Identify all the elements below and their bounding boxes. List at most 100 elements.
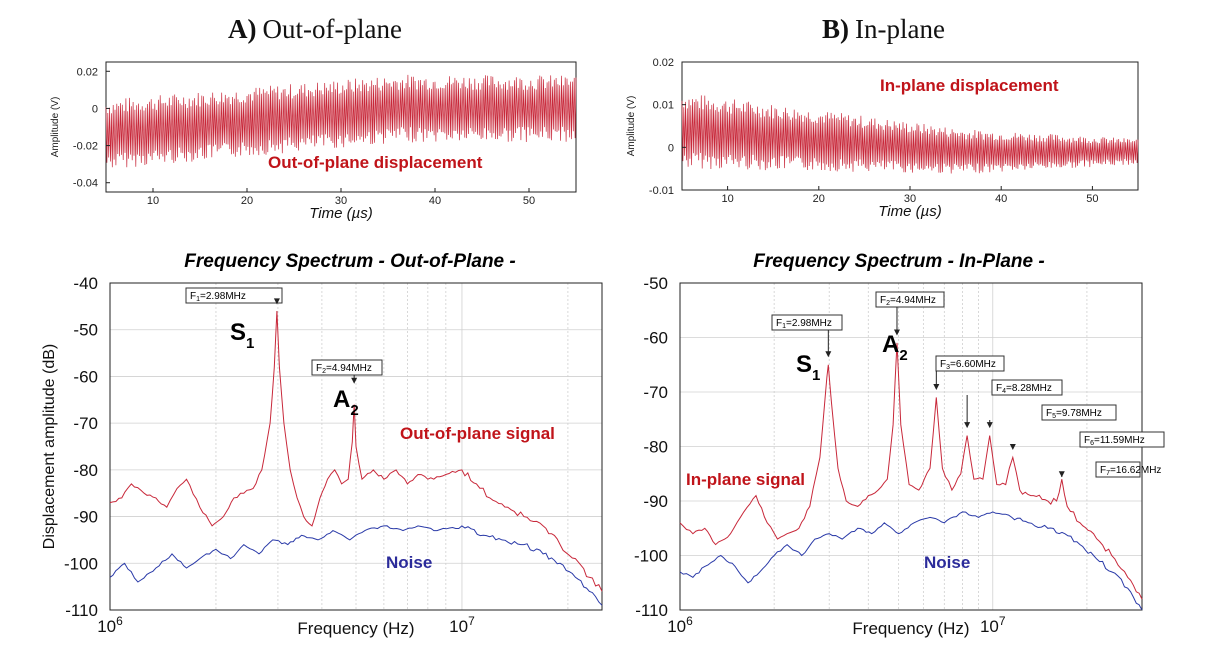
- x-tick-label: 20: [813, 193, 825, 205]
- peak-callout-label: F7=16.62MHz: [1100, 465, 1161, 477]
- x-tick-label: 40: [995, 193, 1007, 205]
- signal-series-label: In-plane signal: [686, 470, 805, 489]
- peak-frequency: =8.28MHz: [1006, 383, 1052, 394]
- peak-frequency: =11.59MHz: [1094, 435, 1145, 446]
- x-tick-exponent: 7: [468, 614, 475, 628]
- signal-annotation: Out-of-plane displacement: [268, 153, 483, 172]
- peak-arrow: [351, 377, 358, 384]
- x-axis-label: Frequency (Hz): [852, 619, 969, 638]
- x-tick-label: 107: [449, 614, 475, 636]
- noise-series-label: Noise: [386, 553, 432, 572]
- mode-subscript: 1: [812, 367, 820, 384]
- peak-callout-label: F1=2.98MHz: [776, 318, 832, 330]
- peak-index: 4: [1002, 388, 1006, 395]
- x-tick-label: 30: [904, 193, 916, 205]
- peak-callout-box: [771, 314, 843, 331]
- signal-line: [679, 342, 1143, 600]
- peak-name: F: [880, 295, 886, 306]
- signal-series-label: Out-of-plane signal: [400, 424, 555, 443]
- header-right-letter: B): [822, 14, 849, 44]
- x-tick-label: 20: [241, 195, 253, 207]
- mode-main: A: [333, 386, 350, 413]
- x-tick-label: 40: [429, 195, 441, 207]
- y-tick-label: -50: [73, 321, 98, 340]
- peak-name: F: [190, 291, 196, 302]
- y-tick-label: -80: [643, 438, 668, 457]
- peak-arrow: [986, 422, 993, 429]
- chart-title: Frequency Spectrum - Out-of-Plane -: [184, 251, 515, 272]
- peak-callout-box: [991, 379, 1063, 396]
- peak-arrow: [273, 298, 280, 305]
- peak-arrow: [1009, 443, 1016, 450]
- y-tick-label: -110: [635, 601, 668, 620]
- mode-label: A2: [333, 386, 359, 419]
- peak-callout-box: [311, 359, 383, 376]
- y-tick-label: -70: [643, 383, 668, 402]
- peak-callout-box: [1079, 431, 1165, 448]
- peak-name: F: [1084, 435, 1090, 446]
- x-tick-label: 106: [97, 614, 123, 636]
- x-tick-exponent: 6: [116, 614, 123, 628]
- y-tick-label: -70: [73, 414, 98, 433]
- peak-index: 7: [1106, 470, 1110, 477]
- peak-arrow: [964, 422, 971, 429]
- y-tick-label: -100: [64, 554, 98, 573]
- time-chart-in-plane: 10 20 30 40 50 0.02 0.01 0 -0.01 Time (µs) Amplitu…: [626, 57, 1139, 220]
- mode-main: S: [230, 319, 246, 346]
- peak-callout-box: [1041, 404, 1117, 421]
- x-tick-base: 10: [980, 617, 999, 636]
- mode-label: A2: [882, 331, 908, 364]
- peak-frequency: =2.98MHz: [200, 291, 246, 302]
- signal-annotation: In-plane displacement: [880, 76, 1059, 95]
- x-axis-label: Time (µs): [878, 203, 942, 220]
- mode-label: S1: [230, 319, 254, 352]
- mode-main: S: [796, 351, 812, 378]
- y-axis-label: Amplitude (V): [50, 97, 61, 158]
- peak-frequency: =16.62MHz: [1110, 465, 1161, 476]
- spectrum-chart-out-of-plane: Frequency Spectrum - Out-of-Plane - -40 -5…: [41, 251, 603, 638]
- y-tick-label: -0.04: [73, 178, 98, 190]
- y-tick-label: -0.01: [649, 185, 674, 197]
- y-tick-label: -40: [73, 274, 98, 293]
- peak-callout-box: [185, 287, 283, 304]
- peak-callout-label: F2=4.94MHz: [880, 295, 936, 307]
- chart-title: Frequency Spectrum - In-Plane -: [753, 251, 1044, 272]
- peak-name: F: [1100, 465, 1106, 476]
- header-left: A) Out-of-plane: [228, 14, 402, 44]
- mode-main: A: [882, 331, 899, 358]
- x-tick-exponent: 6: [686, 614, 693, 628]
- header-left-letter: A): [228, 14, 257, 44]
- x-tick-base: 10: [97, 617, 116, 636]
- time-chart-out-of-plane: 10 20 30 40 50 0.02 0 -0.02 -0.04 Time (µs) Amplit…: [50, 61, 577, 222]
- header-right-text: In-plane: [855, 14, 945, 44]
- x-tick-label: 50: [1086, 193, 1098, 205]
- mode-subscript: 1: [246, 335, 254, 352]
- x-tick-label: 30: [335, 195, 347, 207]
- signal-line: [109, 310, 603, 592]
- plot-frame: [109, 282, 603, 611]
- peak-frequency: =2.98MHz: [786, 318, 832, 329]
- y-tick-label: -60: [73, 367, 98, 386]
- peak-arrow: [1058, 471, 1065, 478]
- x-axis-label: Time (µs): [309, 205, 373, 222]
- noise-series-label: Noise: [924, 553, 970, 572]
- peak-arrow: [825, 351, 832, 358]
- y-tick-label: -100: [634, 547, 668, 566]
- y-tick-label: -90: [643, 492, 668, 511]
- x-tick-label: 10: [147, 195, 159, 207]
- x-tick-base: 10: [667, 617, 686, 636]
- spectrum-chart-in-plane: Frequency Spectrum - In-Plane - -50 -60 -70…: [634, 251, 1165, 638]
- y-tick-label: -0.02: [73, 141, 98, 153]
- peak-index: 3: [946, 364, 950, 371]
- header-left-text: Out-of-plane: [263, 14, 402, 44]
- y-tick-label: 0.01: [653, 100, 674, 112]
- peak-name: F: [1046, 408, 1052, 419]
- peak-callout-label: F1=2.98MHz: [190, 291, 246, 303]
- peak-callout-label: F2=4.94MHz: [316, 363, 372, 375]
- peak-callout-box: [935, 355, 1005, 372]
- noise-line: [679, 511, 1143, 611]
- peak-callout-label: F3=6.60MHz: [940, 359, 996, 371]
- peak-callout-label: F6=11.59MHz: [1084, 435, 1145, 447]
- x-tick-exponent: 7: [999, 614, 1006, 628]
